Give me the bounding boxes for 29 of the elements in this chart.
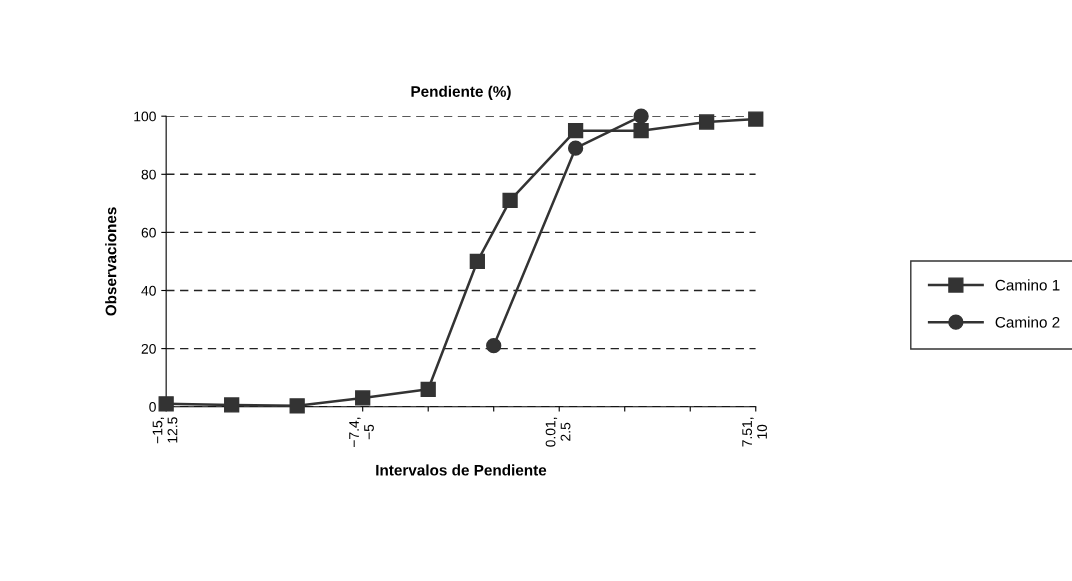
y-axis-title: Observaciones xyxy=(105,207,117,316)
y-tick-label: 20 xyxy=(141,343,156,354)
point xyxy=(224,397,240,413)
point xyxy=(502,192,518,209)
x-tick-label: 0.01, 2.5 xyxy=(545,417,571,447)
legend-label: Camino 2 xyxy=(995,316,1060,328)
point xyxy=(633,108,649,124)
point xyxy=(469,253,485,270)
y-tick-label: 0 xyxy=(149,402,156,412)
point xyxy=(289,398,305,414)
y-tick-label: 100 xyxy=(134,111,156,122)
y-tick-label: 40 xyxy=(141,285,156,296)
y-tick-label: 80 xyxy=(141,169,156,180)
point xyxy=(420,381,436,397)
point xyxy=(748,111,764,127)
point xyxy=(158,396,174,412)
legend-label: Camino 1 xyxy=(995,279,1060,291)
point xyxy=(567,123,584,139)
x-tick-label: −15, 12.5 xyxy=(152,417,178,444)
point xyxy=(698,114,715,130)
x-axis-title: Intervalos de Pendiente xyxy=(376,464,547,476)
chart-title: Pendiente (%) xyxy=(411,85,511,100)
point xyxy=(355,390,371,406)
point xyxy=(633,123,649,139)
y-tick-label: 60 xyxy=(141,227,156,238)
point xyxy=(486,338,502,354)
point xyxy=(567,140,584,156)
x-tick-label: −7.4, −5 xyxy=(349,417,374,448)
x-tick-label: 7.51, 10 xyxy=(742,417,767,447)
